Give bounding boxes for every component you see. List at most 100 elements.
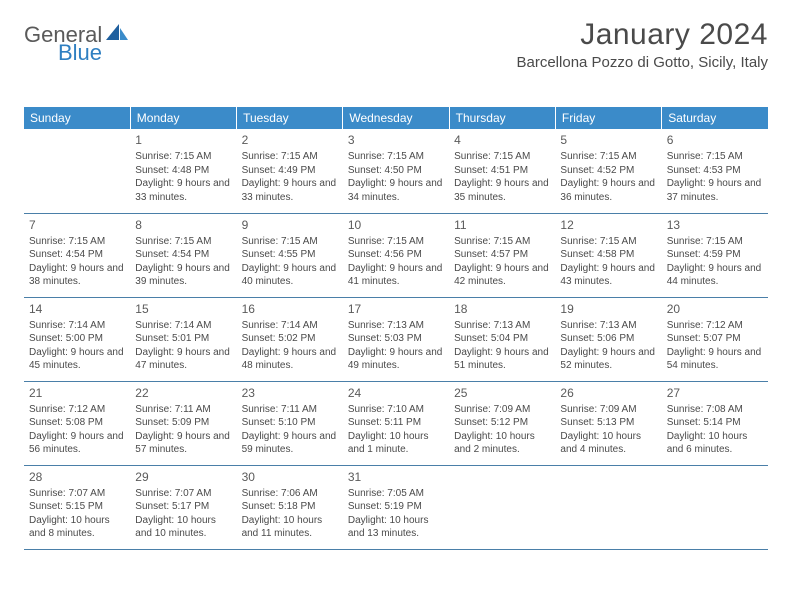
day-number: 21 — [29, 385, 125, 401]
weekday-header: Thursday — [449, 107, 555, 129]
calendar-page: General January 2024 Barcellona Pozzo di… — [0, 0, 792, 550]
day-info: Sunrise: 7:07 AMSunset: 5:17 PMDaylight:… — [135, 487, 231, 541]
calendar-day-cell: 1 Sunrise: 7:15 AMSunset: 4:48 PMDaylight… — [130, 129, 236, 213]
day-number: 9 — [242, 217, 338, 233]
day-number: 18 — [454, 301, 550, 317]
day-info: Sunrise: 7:15 AMSunset: 4:50 PMDaylight:… — [348, 150, 444, 204]
day-info: Sunrise: 7:14 AMSunset: 5:02 PMDaylight:… — [242, 319, 338, 373]
calendar-day-cell: 17 Sunrise: 7:13 AMSunset: 5:03 PMDayligh… — [343, 297, 449, 381]
calendar-day-cell: 27 Sunrise: 7:08 AMSunset: 5:14 PMDayligh… — [662, 381, 768, 465]
calendar-day-cell: 16 Sunrise: 7:14 AMSunset: 5:02 PMDayligh… — [237, 297, 343, 381]
weekday-header: Sunday — [24, 107, 130, 129]
calendar-day-cell: 29 Sunrise: 7:07 AMSunset: 5:17 PMDayligh… — [130, 465, 236, 549]
title-block: January 2024 Barcellona Pozzo di Gotto, … — [517, 18, 769, 71]
brand-part2: Blue — [58, 40, 102, 65]
day-info: Sunrise: 7:09 AMSunset: 5:12 PMDaylight:… — [454, 403, 550, 457]
calendar-day-cell: 11Sunrise: 7:15 AMSunset: 4:57 PMDayligh… — [449, 213, 555, 297]
location-label: Barcellona Pozzo di Gotto, Sicily, Italy — [517, 54, 769, 71]
calendar-day-cell: 28 Sunrise: 7:07 AMSunset: 5:15 PMDayligh… — [24, 465, 130, 549]
calendar-day-cell: 9 Sunrise: 7:15 AMSunset: 4:55 PMDaylight… — [237, 213, 343, 297]
day-number: 17 — [348, 301, 444, 317]
calendar-day-cell: 23 Sunrise: 7:11 AMSunset: 5:10 PMDayligh… — [237, 381, 343, 465]
day-number: 28 — [29, 469, 125, 485]
day-info: Sunrise: 7:15 AMSunset: 4:57 PMDaylight:… — [454, 235, 550, 289]
day-number: 5 — [560, 132, 656, 148]
day-info: Sunrise: 7:15 AMSunset: 4:56 PMDaylight:… — [348, 235, 444, 289]
day-number: 22 — [135, 385, 231, 401]
day-info: Sunrise: 7:15 AMSunset: 4:51 PMDaylight:… — [454, 150, 550, 204]
brand-part2-wrap: Blue — [24, 40, 102, 66]
day-number: 13 — [667, 217, 763, 233]
day-info: Sunrise: 7:13 AMSunset: 5:03 PMDaylight:… — [348, 319, 444, 373]
day-info: Sunrise: 7:11 AMSunset: 5:10 PMDaylight:… — [242, 403, 338, 457]
calendar-day-cell: 15Sunrise: 7:14 AMSunset: 5:01 PMDayligh… — [130, 297, 236, 381]
day-number: 24 — [348, 385, 444, 401]
calendar-day-cell — [555, 465, 661, 549]
day-number: 31 — [348, 469, 444, 485]
day-number: 14 — [29, 301, 125, 317]
day-number: 29 — [135, 469, 231, 485]
day-info: Sunrise: 7:14 AMSunset: 5:00 PMDaylight:… — [29, 319, 125, 373]
calendar-day-cell — [662, 465, 768, 549]
day-info: Sunrise: 7:14 AMSunset: 5:01 PMDaylight:… — [135, 319, 231, 373]
calendar-day-cell: 26 Sunrise: 7:09 AMSunset: 5:13 PMDayligh… — [555, 381, 661, 465]
calendar-day-cell: 14 Sunrise: 7:14 AMSunset: 5:00 PMDayligh… — [24, 297, 130, 381]
calendar-week-row: 28 Sunrise: 7:07 AMSunset: 5:15 PMDayligh… — [24, 465, 768, 549]
calendar-day-cell: 31 Sunrise: 7:05 AMSunset: 5:19 PMDayligh… — [343, 465, 449, 549]
day-info: Sunrise: 7:15 AMSunset: 4:48 PMDaylight:… — [135, 150, 231, 204]
calendar-day-cell: 5 Sunrise: 7:15 AMSunset: 4:52 PMDaylight… — [555, 129, 661, 213]
day-info: Sunrise: 7:15 AMSunset: 4:53 PMDaylight:… — [667, 150, 763, 204]
header: General January 2024 Barcellona Pozzo di… — [24, 18, 768, 71]
day-info: Sunrise: 7:09 AMSunset: 5:13 PMDaylight:… — [560, 403, 656, 457]
calendar-week-row: 14 Sunrise: 7:14 AMSunset: 5:00 PMDayligh… — [24, 297, 768, 381]
calendar-week-row: 1 Sunrise: 7:15 AMSunset: 4:48 PMDaylight… — [24, 129, 768, 213]
day-number: 30 — [242, 469, 338, 485]
calendar-day-cell: 19 Sunrise: 7:13 AMSunset: 5:06 PMDayligh… — [555, 297, 661, 381]
calendar-day-cell — [449, 465, 555, 549]
day-number: 19 — [560, 301, 656, 317]
calendar-day-cell: 30 Sunrise: 7:06 AMSunset: 5:18 PMDayligh… — [237, 465, 343, 549]
weekday-header: Friday — [555, 107, 661, 129]
day-info: Sunrise: 7:15 AMSunset: 4:52 PMDaylight:… — [560, 150, 656, 204]
weekday-header: Monday — [130, 107, 236, 129]
day-info: Sunrise: 7:10 AMSunset: 5:11 PMDaylight:… — [348, 403, 444, 457]
calendar-day-cell: 2Sunrise: 7:15 AMSunset: 4:49 PMDaylight… — [237, 129, 343, 213]
calendar-table: Sunday Monday Tuesday Wednesday Thursday… — [24, 107, 768, 550]
day-info: Sunrise: 7:15 AMSunset: 4:49 PMDaylight:… — [242, 150, 338, 204]
weekday-header: Tuesday — [237, 107, 343, 129]
day-number: 27 — [667, 385, 763, 401]
day-info: Sunrise: 7:15 AMSunset: 4:55 PMDaylight:… — [242, 235, 338, 289]
calendar-day-cell: 12Sunrise: 7:15 AMSunset: 4:58 PMDayligh… — [555, 213, 661, 297]
day-number: 1 — [135, 132, 231, 148]
day-number: 8 — [135, 217, 231, 233]
calendar-day-cell — [24, 129, 130, 213]
weekday-header: Wednesday — [343, 107, 449, 129]
calendar-day-cell: 6 Sunrise: 7:15 AMSunset: 4:53 PMDaylight… — [662, 129, 768, 213]
day-info: Sunrise: 7:05 AMSunset: 5:19 PMDaylight:… — [348, 487, 444, 541]
calendar-day-cell: 20Sunrise: 7:12 AMSunset: 5:07 PMDayligh… — [662, 297, 768, 381]
day-number: 16 — [242, 301, 338, 317]
calendar-day-cell: 7Sunrise: 7:15 AMSunset: 4:54 PMDaylight… — [24, 213, 130, 297]
day-number: 26 — [560, 385, 656, 401]
calendar-day-cell: 4 Sunrise: 7:15 AMSunset: 4:51 PMDaylight… — [449, 129, 555, 213]
day-info: Sunrise: 7:13 AMSunset: 5:06 PMDaylight:… — [560, 319, 656, 373]
day-number: 6 — [667, 132, 763, 148]
calendar-day-cell: 10Sunrise: 7:15 AMSunset: 4:56 PMDayligh… — [343, 213, 449, 297]
calendar-day-cell: 25 Sunrise: 7:09 AMSunset: 5:12 PMDayligh… — [449, 381, 555, 465]
day-info: Sunrise: 7:15 AMSunset: 4:54 PMDaylight:… — [29, 235, 125, 289]
day-info: Sunrise: 7:11 AMSunset: 5:09 PMDaylight:… — [135, 403, 231, 457]
day-number: 3 — [348, 132, 444, 148]
day-info: Sunrise: 7:15 AMSunset: 4:59 PMDaylight:… — [667, 235, 763, 289]
day-info: Sunrise: 7:13 AMSunset: 5:04 PMDaylight:… — [454, 319, 550, 373]
day-info: Sunrise: 7:07 AMSunset: 5:15 PMDaylight:… — [29, 487, 125, 541]
calendar-day-cell: 3 Sunrise: 7:15 AMSunset: 4:50 PMDaylight… — [343, 129, 449, 213]
day-info: Sunrise: 7:08 AMSunset: 5:14 PMDaylight:… — [667, 403, 763, 457]
weekday-row: Sunday Monday Tuesday Wednesday Thursday… — [24, 107, 768, 129]
calendar-day-cell: 21Sunrise: 7:12 AMSunset: 5:08 PMDayligh… — [24, 381, 130, 465]
day-info: Sunrise: 7:06 AMSunset: 5:18 PMDaylight:… — [242, 487, 338, 541]
calendar-day-cell: 18 Sunrise: 7:13 AMSunset: 5:04 PMDayligh… — [449, 297, 555, 381]
day-number: 4 — [454, 132, 550, 148]
day-number: 23 — [242, 385, 338, 401]
day-number: 25 — [454, 385, 550, 401]
calendar-week-row: 21Sunrise: 7:12 AMSunset: 5:08 PMDayligh… — [24, 381, 768, 465]
